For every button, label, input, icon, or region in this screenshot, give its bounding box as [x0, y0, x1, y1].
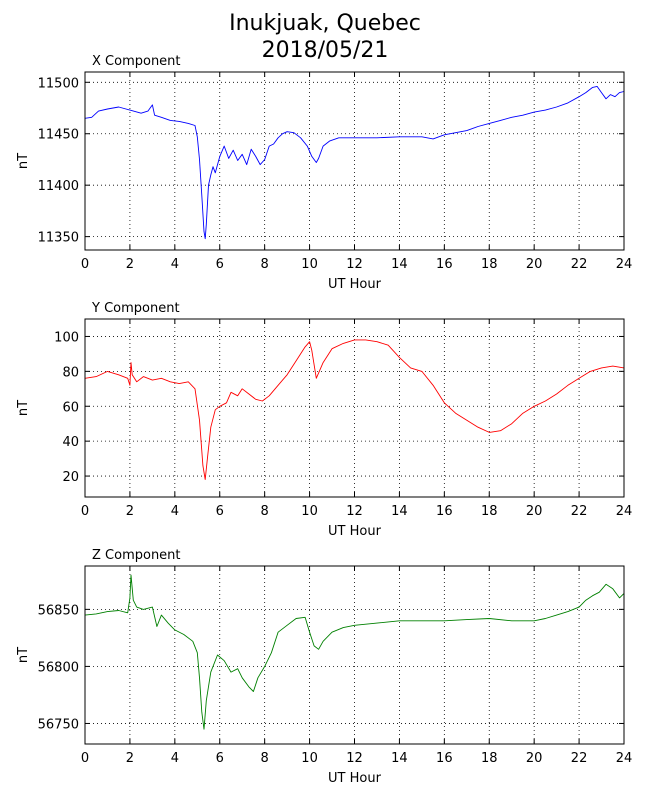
panel1-ytick-label: 11500: [38, 76, 79, 91]
panel3-xtick-label: 2: [126, 751, 134, 766]
panel1-ytick-label: 11350: [38, 231, 79, 246]
panel2-xlabel: UT Hour: [328, 524, 382, 539]
panel3-ytick-label: 56750: [38, 717, 79, 732]
panel1-xlabel: UT Hour: [328, 277, 382, 292]
panel2-ytick-label: 60: [62, 400, 79, 415]
panel2-xtick-label: 18: [481, 504, 498, 519]
panel2-xtick-label: 14: [391, 504, 408, 519]
panel1-xtick-label: 4: [171, 257, 179, 272]
page-title: Inukjuak, Quebec 2018/05/21: [0, 10, 650, 64]
panel3-series-line: [84, 574, 625, 730]
panel2-xtick-label: 6: [216, 504, 224, 519]
panel1-xtick-label: 2: [126, 257, 134, 272]
panel2-xtick-label: 22: [571, 504, 588, 519]
panel3-xtick-label: 0: [81, 751, 89, 766]
panel1-xtick-label: 20: [526, 257, 543, 272]
panel2-xtick-label: 10: [301, 504, 318, 519]
panel3-ytick-label: 56850: [38, 603, 79, 618]
panel2-series-line: [84, 339, 625, 480]
panel2-ytick-label: 40: [62, 435, 79, 450]
panel2-xtick-label: 12: [346, 504, 363, 519]
panel1-xtick-label: 18: [481, 257, 498, 272]
title-date: 2018/05/21: [261, 38, 389, 63]
title-location: Inukjuak, Quebec: [229, 11, 421, 36]
panel2-xtick-label: 0: [81, 504, 89, 519]
panel3-xtick-label: 8: [261, 751, 269, 766]
panel1-xtick-label: 8: [261, 257, 269, 272]
panel1-xtick-label: 10: [301, 257, 318, 272]
panel2-xtick-label: 8: [261, 504, 269, 519]
panel2-ylabel: nT: [16, 400, 31, 416]
panel2-xtick-label: 4: [171, 504, 179, 519]
panel2-xtick-label: 16: [436, 504, 453, 519]
panel1-title: X Component: [92, 54, 181, 69]
panel1-xtick-label: 12: [346, 257, 363, 272]
panel3-xtick-label: 14: [391, 751, 408, 766]
panel3-xtick-label: 16: [436, 751, 453, 766]
panel3-xtick-label: 10: [301, 751, 318, 766]
panel3-xtick-label: 6: [216, 751, 224, 766]
panel3-xlabel: UT Hour: [328, 771, 382, 786]
panel2-ytick-label: 100: [54, 330, 79, 345]
panel1-ytick-label: 11400: [38, 179, 79, 194]
panel1-xtick-label: 16: [436, 257, 453, 272]
panel2-xtick-label: 2: [126, 504, 134, 519]
panel1-ylabel: nT: [16, 153, 31, 169]
panel3-xtick-label: 22: [571, 751, 588, 766]
panel1-xtick-label: 22: [571, 257, 588, 272]
panel1-series-line: [84, 85, 625, 240]
panel2-xtick-label: 20: [526, 504, 543, 519]
panel1-xtick-label: 14: [391, 257, 408, 272]
panel3-xtick-label: 12: [346, 751, 363, 766]
panel3-xtick-label: 20: [526, 751, 543, 766]
panel3-xtick-label: 24: [616, 751, 633, 766]
panel3-title: Z Component: [92, 548, 181, 563]
panel3-xtick-label: 18: [481, 751, 498, 766]
panel2-title: Y Component: [91, 301, 180, 316]
panel2-xtick-label: 24: [616, 504, 633, 519]
panel3-ytick-label: 56800: [38, 660, 79, 675]
panel3-xtick-label: 4: [171, 751, 179, 766]
panel1-xtick-label: 0: [81, 257, 89, 272]
panel1-ytick-label: 11450: [38, 128, 79, 143]
panel1-xtick-label: 6: [216, 257, 224, 272]
panel2-ytick-label: 80: [62, 365, 79, 380]
panel1-xtick-label: 24: [616, 257, 633, 272]
panel2-ytick-label: 20: [62, 470, 79, 485]
panel3-ylabel: nT: [16, 647, 31, 663]
